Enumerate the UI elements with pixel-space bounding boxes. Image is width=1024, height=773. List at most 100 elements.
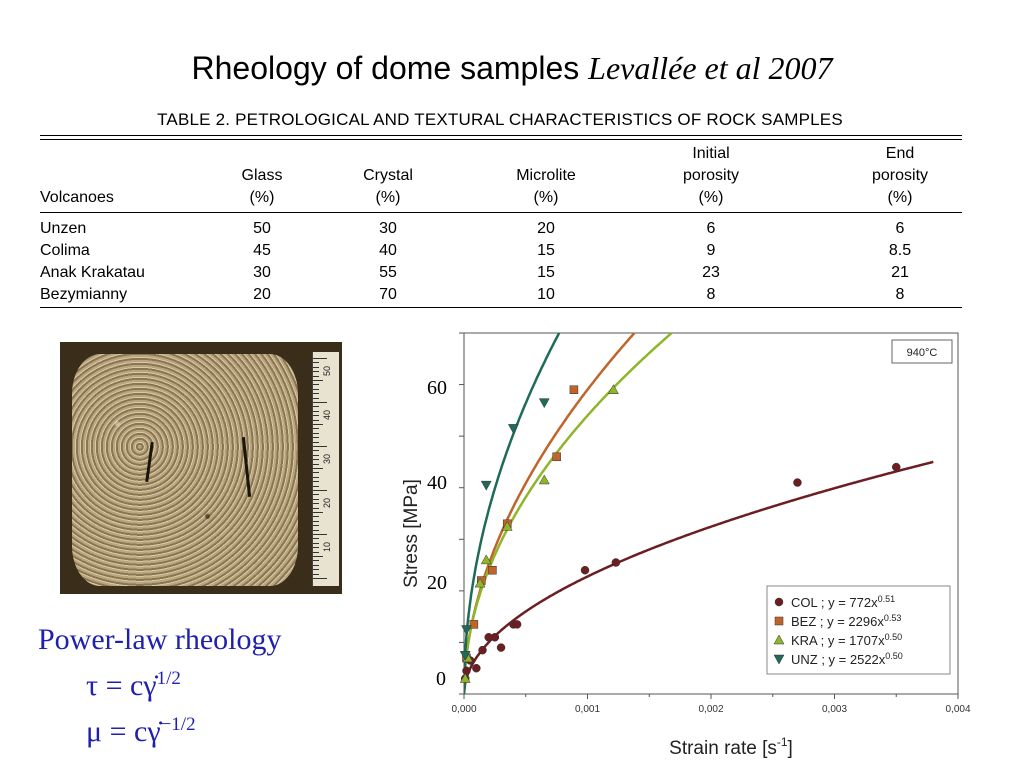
table-cell: 15 xyxy=(537,264,555,281)
ruler-tick xyxy=(313,402,327,403)
data-point-col xyxy=(892,462,901,472)
legend-label-kra: KRA ; y = 1707x0.50 xyxy=(791,632,902,648)
ruler-tick xyxy=(313,485,319,487)
table-header-cell: Volcanoes xyxy=(40,189,114,206)
table-row-label: Bezymianny xyxy=(40,286,128,303)
x-tick-label: 0,002 xyxy=(698,704,723,715)
ruler-tick xyxy=(313,516,319,518)
ruler-label: 50 xyxy=(322,365,333,377)
ruler-tick xyxy=(313,547,319,549)
ruler-tick xyxy=(313,393,319,395)
ruler-tick xyxy=(313,564,319,566)
ruler-tick xyxy=(313,362,319,364)
ruler-tick xyxy=(313,551,319,553)
ruler-tick xyxy=(313,494,319,496)
table-header-cell: Microlite xyxy=(516,167,576,184)
data-point-unz xyxy=(459,651,471,661)
table-cell: 20 xyxy=(537,220,555,237)
ruler-tick xyxy=(313,538,319,540)
table-header-cell: porosity xyxy=(682,167,740,184)
table-cell: 21 xyxy=(891,264,909,281)
x-tick-label: 0,000 xyxy=(451,704,476,715)
table-header-rule xyxy=(40,212,962,213)
legend-marker-kra xyxy=(773,634,785,645)
overlay-y-tick: 0 xyxy=(436,668,446,690)
ruler-tick xyxy=(313,542,319,544)
ruler-tick xyxy=(313,375,319,377)
ruler-tick xyxy=(313,358,327,359)
ruler-tick xyxy=(313,578,327,579)
overlay-y-tick: 20 xyxy=(427,572,447,594)
ruler-tick xyxy=(313,520,319,522)
sample-core-photo: 50 40 30 20 10 xyxy=(60,342,342,594)
equation-stress: τ = cγ̇1/2 xyxy=(86,668,181,703)
data-point-bez xyxy=(552,452,561,462)
ruler-tick xyxy=(313,534,327,535)
rheology-heading: Power-law rheology xyxy=(38,623,282,656)
ruler-tick xyxy=(313,560,319,562)
ruler-tick xyxy=(313,397,319,399)
table-top-rule-1 xyxy=(40,135,962,136)
table-bottom-rule xyxy=(40,307,962,308)
slide-title: Rheology of dome samples Levallée et al … xyxy=(0,50,1024,87)
ruler-tick xyxy=(313,388,319,390)
ruler-label: 10 xyxy=(322,541,333,553)
fit-curve-unz xyxy=(464,333,561,694)
ruler-tick xyxy=(313,498,319,500)
table-cell: 6 xyxy=(895,220,905,237)
data-point-col xyxy=(512,620,522,629)
table-header-cell: (%) xyxy=(887,189,913,206)
table-header-cell: (%) xyxy=(698,189,724,206)
table-cell: 15 xyxy=(537,242,555,259)
ruler-tick xyxy=(313,380,323,381)
stress-strain-chart: 0,000 0,001 0,002 0,003 0,004 Strain rate [s-… xyxy=(395,325,985,768)
table-cell: 55 xyxy=(379,264,397,281)
overlay-y-tick: 40 xyxy=(427,472,447,494)
table-cell: 20 xyxy=(253,286,271,303)
eq2-exponent: −1/2 xyxy=(160,714,196,735)
ruler-tick xyxy=(313,366,319,368)
ruler-tick xyxy=(313,459,319,461)
ruler-tick xyxy=(313,432,319,434)
ruler-label: 20 xyxy=(322,497,333,509)
table-header-cell: (%) xyxy=(533,189,559,206)
ruler-tick xyxy=(313,419,319,421)
table-header-cell: (%) xyxy=(375,189,401,206)
ruler-tick xyxy=(313,384,319,386)
ruler-tick xyxy=(313,415,319,417)
ruler-tick xyxy=(313,406,319,408)
table-cell: 8.5 xyxy=(888,242,912,259)
rock-core-image xyxy=(72,354,298,586)
data-point-col xyxy=(611,558,621,567)
ruler-tick xyxy=(313,490,327,491)
table-row-label: Anak Krakatau xyxy=(40,264,145,281)
chart-svg: 0,000 0,001 0,002 0,003 0,004 Strain rate [s-… xyxy=(401,332,971,759)
scale-ruler: 50 40 30 20 10 xyxy=(312,352,339,586)
table-row-label: Unzen xyxy=(40,220,87,237)
temperature-annotation: 940°C xyxy=(907,347,938,359)
table-cell: 45 xyxy=(253,242,271,259)
table-cell: 50 xyxy=(253,220,271,237)
table-cell: 30 xyxy=(253,264,271,281)
data-point-col xyxy=(472,663,481,673)
eq1-exponent: 1/2 xyxy=(156,668,181,689)
y-axis-label: Stress [MPa] xyxy=(401,479,422,588)
table-cell: 30 xyxy=(379,220,397,237)
legend-marker-bez xyxy=(774,616,784,626)
table-caption: TABLE 2. PETROLOGICAL AND TEXTURAL CHARA… xyxy=(157,110,843,129)
table-header-cell: (%) xyxy=(249,189,275,206)
table-row-label: Colima xyxy=(40,242,90,259)
table-top-rule-2 xyxy=(40,139,962,140)
data-point-col xyxy=(490,633,500,642)
data-point-col xyxy=(580,565,590,575)
ruler-tick xyxy=(313,428,319,430)
table-header-cell: porosity xyxy=(871,167,929,184)
table-cell: 70 xyxy=(379,286,397,303)
eq2-rhs: = cγ̇ xyxy=(109,715,161,748)
ruler-tick xyxy=(313,463,319,465)
ruler-tick xyxy=(313,468,323,469)
ruler-tick xyxy=(313,424,323,425)
ruler-tick xyxy=(313,410,319,412)
data-point-kra xyxy=(538,474,550,485)
overlay-y-tick: 60 xyxy=(427,377,447,399)
